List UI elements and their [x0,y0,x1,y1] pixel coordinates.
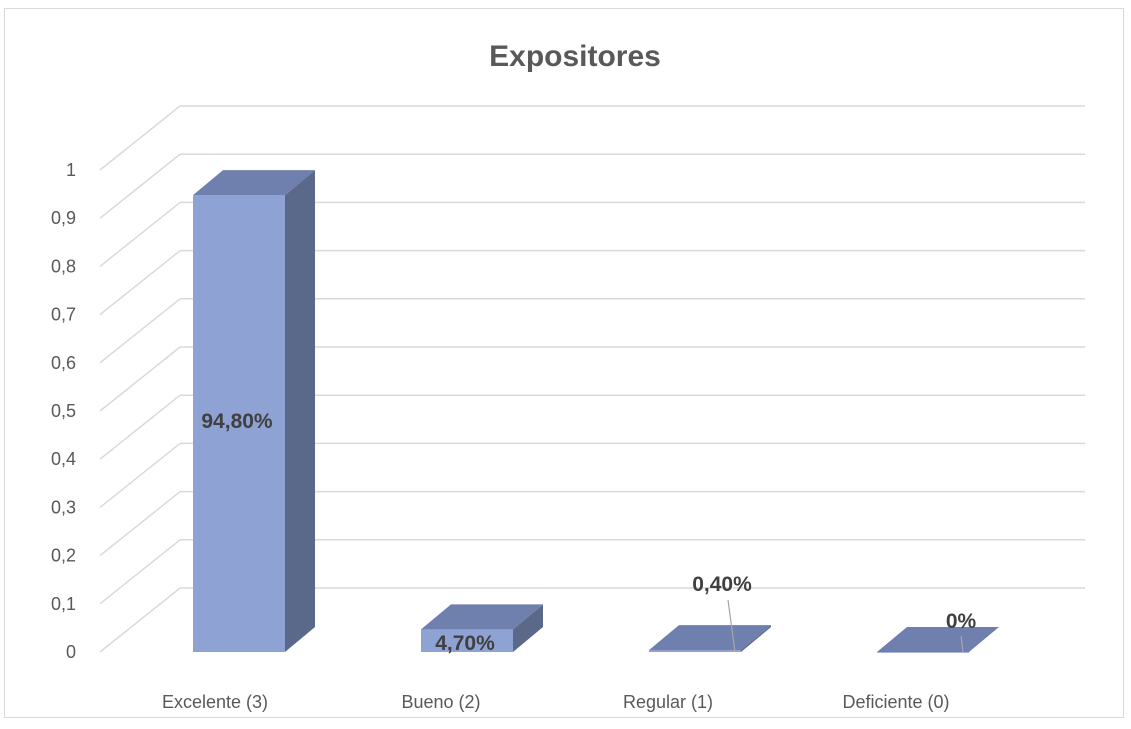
y-tick-label: 1 [66,160,76,180]
y-tick-label: 0,1 [51,594,76,614]
bar-side [513,604,543,652]
x-category-label: Regular (1) [623,692,713,712]
bar-front [649,650,741,652]
x-category-label: Deficiente (0) [842,692,949,712]
gridline [99,201,1085,267]
x-category-label: Bueno (2) [401,692,480,712]
y-tick-label: 0 [66,642,76,662]
gridline [99,394,1085,460]
bar [877,627,999,653]
data-label: 0% [946,610,977,633]
gridline [99,587,1085,653]
x-category-label: Excelente (3) [162,692,268,712]
gridline [99,490,1085,557]
y-tick-label: 0,8 [51,256,76,276]
bars [193,170,999,653]
y-tick-label: 0,5 [51,401,76,421]
bar-side [741,625,771,652]
data-label: 0,40% [692,573,752,596]
chart-frame [4,8,1124,718]
data-label-leader [960,635,964,653]
y-tick-label: 0,6 [51,353,76,373]
y-tick-label: 0,4 [51,449,76,469]
data-labels: 94,80% 4,70% 0,40% 0% [201,410,976,655]
gridlines [99,105,1085,653]
bar-top [649,625,771,651]
y-axis-ticks: 0 0,1 0,2 0,3 0,4 0,5 0,6 0,7 0,8 0,9 1 [51,160,76,662]
y-tick-label: 0,9 [51,208,76,228]
y-tick-label: 0,2 [51,546,76,566]
x-axis-categories: Excelente (3) Bueno (2) Regular (1) Deficie… [162,692,950,712]
bar [649,625,771,652]
gridline [99,249,1085,316]
gridline [99,539,1085,605]
gridline [99,346,1085,412]
bar [421,604,543,652]
gridline [99,105,1085,171]
gridline [99,298,1085,364]
bar-front [877,652,969,653]
data-label: 94,80% [201,410,273,433]
data-label: 4,70% [435,632,495,655]
gridline [99,153,1085,219]
y-tick-label: 0,3 [51,497,76,517]
chart-title: Expositores [489,40,661,73]
gridline [99,442,1085,508]
data-label-leader [727,599,736,653]
bar-top [877,627,999,652]
bar-side [285,170,315,652]
bar-top [193,170,315,196]
y-tick-label: 0,7 [51,305,76,325]
bar [193,170,315,652]
bar-front [193,195,285,652]
bar-top [421,604,543,630]
bar-front [421,629,513,652]
